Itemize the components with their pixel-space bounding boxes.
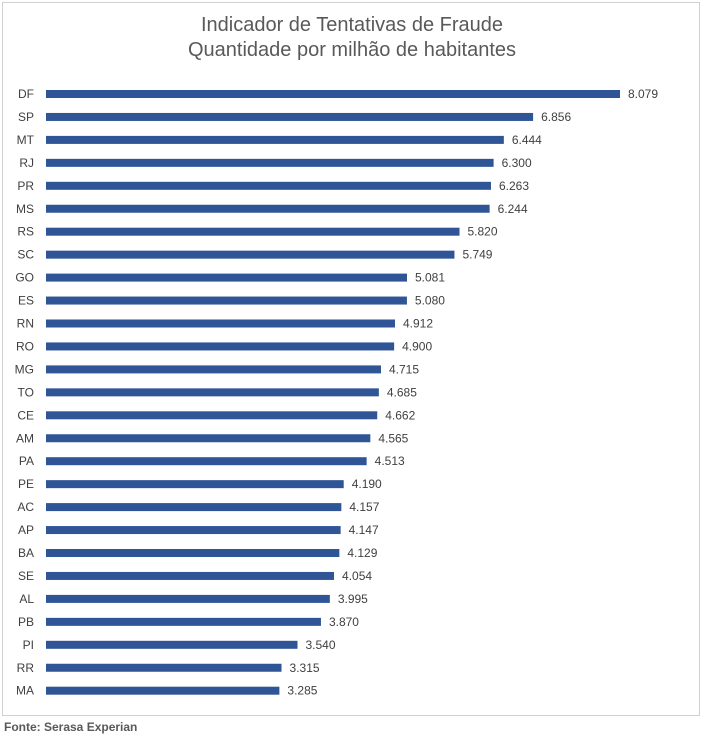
bar — [46, 250, 455, 259]
data-label: 6.444 — [512, 133, 542, 147]
category-label: SC — [17, 248, 34, 262]
category-label: BA — [18, 546, 34, 560]
category-label: PB — [18, 615, 34, 629]
category-label: SP — [18, 110, 34, 124]
category-label: AM — [16, 431, 34, 445]
data-label: 6.263 — [499, 179, 529, 193]
category-label: MT — [17, 133, 35, 147]
bar — [46, 273, 407, 282]
data-label: 4.565 — [378, 431, 408, 445]
category-label: TO — [18, 385, 34, 399]
bar — [46, 319, 395, 328]
data-label: 3.995 — [338, 592, 368, 606]
data-label: 5.749 — [462, 248, 492, 262]
data-label: 6.300 — [502, 156, 532, 170]
data-label: 5.080 — [415, 294, 445, 308]
bar — [46, 480, 344, 489]
category-label: RO — [16, 339, 34, 353]
bar — [46, 365, 381, 374]
category-label: ES — [18, 294, 34, 308]
data-label: 4.190 — [352, 477, 382, 491]
bar — [46, 663, 282, 672]
data-label: 4.912 — [403, 317, 433, 331]
category-label: RJ — [19, 156, 34, 170]
bar — [46, 227, 460, 236]
data-label: 4.715 — [389, 362, 419, 376]
data-label: 3.315 — [290, 661, 320, 675]
bar — [46, 342, 395, 351]
data-label: 4.129 — [347, 546, 377, 560]
bar — [46, 571, 335, 580]
bar — [46, 411, 378, 420]
bar — [46, 112, 534, 121]
data-label: 8.079 — [628, 87, 658, 101]
category-label: SE — [18, 569, 34, 583]
bar — [46, 296, 407, 305]
chart-title: Indicador de Tentativas de Fraude — [200, 14, 504, 36]
category-label: MS — [16, 202, 34, 216]
category-label: RS — [17, 225, 34, 239]
source-note: Fonte: Serasa Experian — [4, 720, 138, 734]
bars-layer: DF 8.079 SP 6.856 MT 6.444 RJ 6.300 PR 6.263 MS 6.2… — [15, 87, 659, 698]
data-label: 6.856 — [541, 110, 571, 124]
bar — [46, 640, 298, 649]
bar — [46, 686, 280, 695]
category-label: MA — [16, 684, 34, 698]
category-label: AL — [19, 592, 34, 606]
category-label: PA — [19, 454, 34, 468]
data-label: 3.870 — [329, 615, 359, 629]
data-label: 4.685 — [387, 385, 417, 399]
bar — [46, 158, 494, 167]
bar — [46, 526, 341, 535]
category-label: AC — [17, 500, 34, 514]
bar — [46, 135, 504, 144]
data-label: 6.244 — [498, 202, 528, 216]
category-label: GO — [15, 271, 34, 285]
bar — [46, 617, 321, 626]
data-label: 4.157 — [349, 500, 379, 514]
category-label: CE — [17, 408, 34, 422]
data-label: 5.820 — [468, 225, 498, 239]
category-label: PR — [17, 179, 34, 193]
bar — [46, 434, 371, 443]
bar — [46, 457, 367, 466]
chart-subtitle: Quantidade por milhão de habitantes — [187, 39, 516, 61]
data-label: 4.513 — [375, 454, 405, 468]
bar — [46, 90, 620, 98]
data-label: 4.054 — [342, 569, 372, 583]
category-label: PI — [23, 638, 34, 652]
bar — [46, 503, 342, 512]
bar — [46, 594, 330, 603]
category-label: MG — [15, 362, 34, 376]
category-label: PE — [18, 477, 34, 491]
bar — [46, 204, 490, 213]
category-label: RR — [17, 661, 35, 675]
bar — [46, 388, 379, 397]
chart-title-block: Indicador de Tentativas de Fraude Quanti… — [0, 13, 704, 63]
data-label: 5.081 — [415, 271, 445, 285]
data-label: 3.540 — [306, 638, 336, 652]
category-label: AP — [18, 523, 34, 537]
data-label: 4.147 — [349, 523, 379, 537]
category-label: RN — [17, 317, 34, 331]
bar — [46, 181, 491, 190]
category-label: DF — [18, 87, 34, 101]
bar — [46, 549, 340, 557]
data-label: 3.285 — [287, 684, 317, 698]
data-label: 4.662 — [385, 408, 415, 422]
data-label: 4.900 — [402, 339, 432, 353]
